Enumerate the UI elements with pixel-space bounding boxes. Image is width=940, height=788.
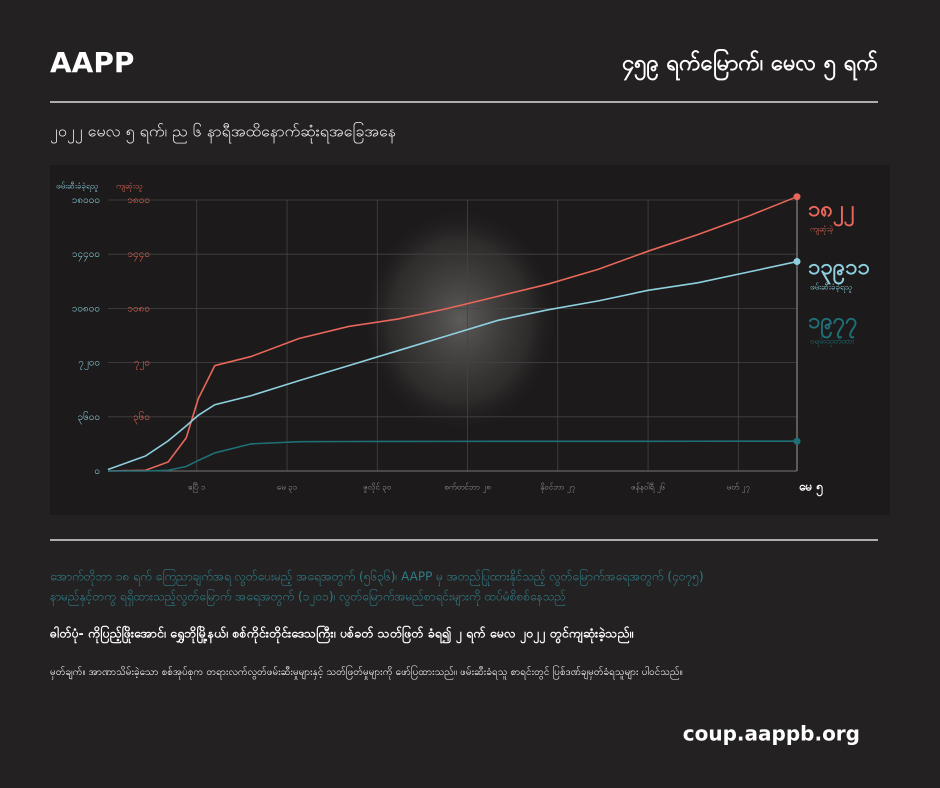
y-tick-label: ၃၆၀၀ xyxy=(78,410,101,425)
series-line xyxy=(108,440,797,472)
x-tick-label: မေ ၃၁ xyxy=(277,483,297,494)
y2-axis-title: ကျဆုံးသူ xyxy=(116,182,143,193)
y-tick-label: ၇၂၀၀ xyxy=(78,358,100,371)
y-axis-title: ဖမ်းဆီးခံခဲ့ရသူ xyxy=(56,181,98,193)
note-line: နာမည်နှင့်တကွ ရရှိထားသည့်လွတ်မြောက် အရေအ… xyxy=(50,588,566,607)
photo xyxy=(360,205,560,435)
subtitle: ၂၀၂၂ မေလ ၅ ရက်၊ ည ၆ နာရီအထိနောက်ဆုံးရအခြ… xyxy=(50,122,396,144)
header-title: ၄၅၉ ရက်မြောက်၊ မေလ ၅ ရက် xyxy=(622,48,878,81)
y-tick-label: ၁၄၄၀၀ xyxy=(72,249,100,262)
legend-label: ဖမ်းဆီးခံခဲ့ရသူ xyxy=(810,282,852,294)
y2-tick-label: ၇၂၀ xyxy=(134,358,150,371)
x-tick-label: ဇန်နဝါရီ ၂၆ xyxy=(631,482,665,494)
remark: မှတ်ချက်။ အာဏာသိမ်းခဲ့သော စစ်အုပ်စုက တရာ… xyxy=(50,664,683,680)
end-marker xyxy=(793,258,801,266)
x-tick-label: စက်တင်ဘာ ၂၈ xyxy=(444,482,491,494)
x-tick-label: ဇူလိုင် ၃၀ xyxy=(363,482,391,494)
photo-caption: ဓါတ်ပုံ- ကိုပြည့်ဖြိုးအောင်၊ ရွှေဘိုမြို… xyxy=(49,624,634,645)
y2-tick-label: ၃၆၀ xyxy=(133,410,150,425)
y-tick-label: ၀ xyxy=(94,466,100,477)
series-line xyxy=(107,195,798,472)
end-marker xyxy=(793,193,801,201)
x-tick-label: မေ ၅ xyxy=(798,480,824,498)
x-tick-label: ဧပြီ ၁ xyxy=(188,482,205,494)
x-tick-label: မတ် ၂၇ xyxy=(727,482,750,494)
legend-label: ဝရမ်းထုတ်ထား xyxy=(810,336,855,348)
y2-tick-label: ၁၀၈၀ xyxy=(127,303,150,314)
y2-tick-label: ၁၈၀၀ xyxy=(127,195,150,206)
series-line xyxy=(107,260,798,471)
brand: AAPP xyxy=(50,46,134,79)
end-marker xyxy=(793,437,801,445)
x-tick-label: နိုဝင်ဘာ ၂၇ xyxy=(540,482,575,494)
y-tick-label: ၁၈၀၀၀ xyxy=(72,195,100,206)
y2-tick-label: ၁၄၄၀ xyxy=(128,249,151,262)
note-line: အောက်တိုဘာ ၁၈ ရက် ကြေညာချက်အရ လွတ်ပေးမည့… xyxy=(50,568,704,587)
legend-label: ကျဆုံးခဲ့ xyxy=(810,224,833,236)
y-tick-label: ၁၀၈၀၀ xyxy=(72,303,100,314)
url: coup.aappb.org xyxy=(683,722,860,746)
